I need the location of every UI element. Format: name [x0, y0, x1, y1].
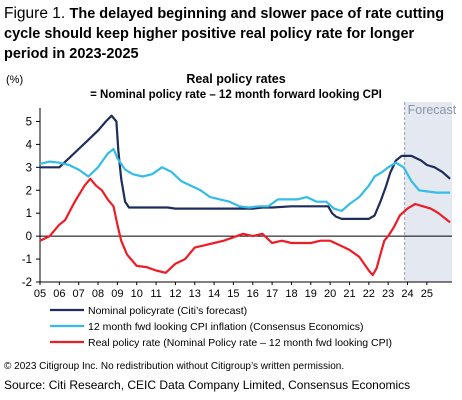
figure-title: Figure 1. The delayed beginning and slow…: [4, 4, 456, 64]
copyright-note: © 2023 Citigroup Inc. No redistribution …: [4, 361, 345, 372]
x-tick-label: 07: [73, 288, 85, 300]
chart-subtitle: = Nominal policy rate – 12 month forward…: [90, 89, 382, 101]
x-tick-label: 09: [111, 288, 123, 300]
x-tick-label: 17: [266, 288, 278, 300]
y-tick-label: 0: [26, 231, 32, 243]
x-tick-label: 25: [421, 288, 433, 300]
chart-title: Real policy rates: [186, 72, 285, 86]
legend-label-1: Nominal policyrate (Citi’s forecast): [88, 305, 247, 317]
legend-label-2: 12 month fwd looking CPI inflation (Cons…: [88, 321, 363, 333]
y-tick-label: -1: [22, 254, 32, 266]
series-line-1: [40, 114, 451, 220]
series-line-3: [39, 177, 451, 277]
x-tick-label: 24: [401, 288, 413, 300]
x-tick-label: 23: [382, 288, 394, 300]
x-tick-label: 21: [343, 288, 355, 300]
legend-label-3: Real policy rate (Nominal Policy rate – …: [88, 337, 392, 349]
y-tick-label: 3: [26, 162, 32, 174]
x-tick-label: 22: [363, 288, 375, 300]
x-tick-label: 13: [189, 288, 201, 300]
y-tick-label: 2: [26, 185, 32, 197]
x-tick-label: 14: [208, 288, 220, 300]
x-tick-label: 10: [131, 288, 143, 300]
y-tick-label: 4: [26, 139, 33, 151]
figure-title-text: The delayed beginning and slower pace of…: [4, 6, 445, 62]
figure-number: Figure 1.: [4, 5, 66, 22]
x-tick-label: 06: [53, 288, 65, 300]
y-axis-unit-label: (%): [6, 74, 23, 86]
y-tick-label: -2: [22, 277, 32, 289]
series-line-2: [39, 147, 451, 212]
x-tick-label: 11: [150, 288, 161, 300]
source-note: Source: Citi Research, CEIC Data Company…: [4, 378, 411, 392]
x-tick-label: 05: [34, 288, 46, 300]
forecast-label: Forecast: [408, 103, 457, 117]
x-tick-label: 08: [92, 288, 104, 300]
y-tick-label: 1: [26, 208, 32, 220]
x-tick-label: 18: [285, 288, 297, 300]
x-tick-label: 15: [227, 288, 239, 300]
x-tick-label: 12: [169, 288, 181, 300]
x-tick-label: 19: [305, 288, 317, 300]
x-tick-label: 16: [247, 288, 259, 300]
x-tick-label: 20: [324, 288, 336, 300]
y-tick-label: 5: [26, 116, 32, 128]
